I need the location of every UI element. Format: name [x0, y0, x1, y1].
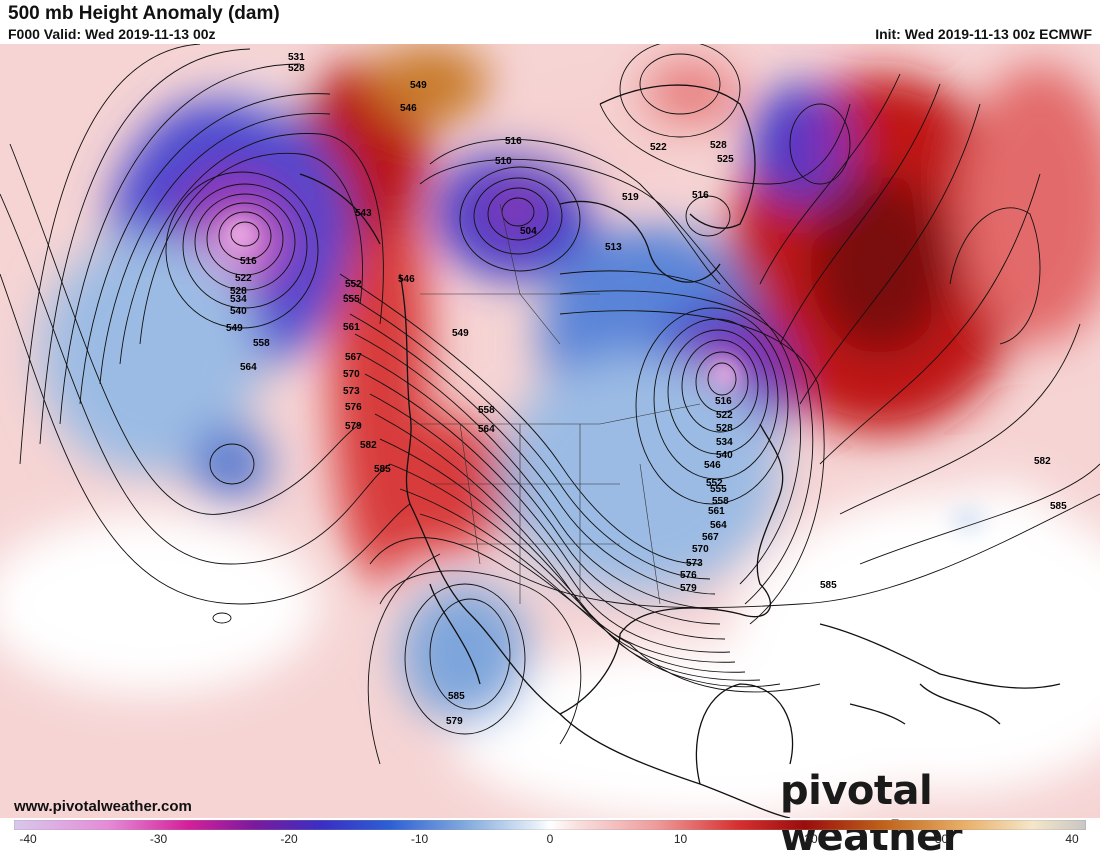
contour-label: 543: [355, 208, 372, 219]
colorbar-tick: -30: [149, 832, 168, 846]
contour-label: 522: [716, 410, 733, 421]
contour-label: 564: [240, 362, 257, 373]
contour-label: 555: [343, 294, 360, 305]
contour-label: 561: [708, 506, 725, 517]
borders: [410, 203, 701, 605]
contour-label: 513: [605, 242, 622, 253]
colorbar: [14, 820, 1086, 830]
site-url[interactable]: www.pivotalweather.com: [14, 798, 192, 815]
contour-label: 585: [374, 464, 391, 475]
contour-label: 540: [230, 306, 247, 317]
anomaly-map: 531 528 549 546 543 516 510 504 513 519 522 528 525 5…: [0, 44, 1100, 818]
contour-label: 549: [226, 323, 243, 334]
contour-label: 582: [1034, 456, 1051, 467]
contour-label: 528: [288, 63, 305, 74]
contour-label: 546: [400, 103, 417, 114]
colorbar-tick: -40: [19, 832, 37, 846]
contour-label: 519: [622, 192, 639, 203]
colorbar-tick: 0: [546, 832, 554, 846]
colorbar-tick: -10: [410, 832, 429, 846]
contour-label: 516: [240, 256, 257, 267]
contour-label: 570: [692, 544, 709, 555]
contour-label: 552: [345, 279, 362, 290]
contour-label: 570: [343, 369, 360, 380]
contour-label: 573: [343, 386, 360, 397]
contour-label: 531: [288, 52, 305, 63]
contour-label: 558: [478, 405, 495, 416]
contour-label: 579: [345, 421, 362, 432]
contour-label: 564: [478, 424, 495, 435]
contour-label: 579: [680, 583, 697, 594]
contour-label: 525: [717, 154, 734, 165]
contour-label: 585: [1050, 501, 1067, 512]
contour-label: 552: [706, 478, 723, 489]
colorbar-labels: -40 -30 -20 -10 0 10 20 30 40: [0, 832, 1100, 848]
contour-label: 561: [343, 322, 360, 333]
contour-label: 582: [360, 440, 377, 451]
colorbar-tick: -20: [280, 832, 298, 846]
contour-label: 522: [235, 273, 252, 284]
contour-label: 567: [702, 532, 719, 543]
contour-label: 567: [345, 352, 362, 363]
contour-label: 534: [716, 437, 733, 448]
height-contours: [0, 44, 1100, 765]
contour-label: 504: [520, 226, 537, 237]
colorbar-tick: 30: [934, 832, 949, 846]
contour-label: 516: [692, 190, 709, 201]
contour-label: 573: [686, 558, 703, 569]
colorbar-tick: 10: [673, 832, 688, 846]
contour-label: 549: [410, 80, 427, 91]
contour-label: 558: [712, 496, 729, 507]
contour-label: 528: [716, 423, 733, 434]
contour-label: 558: [253, 338, 270, 349]
colorbar-tick: 40: [1065, 832, 1079, 846]
contour-label: 576: [345, 402, 362, 413]
contour-label: 510: [495, 156, 512, 167]
contour-label: 516: [505, 136, 522, 147]
contour-label: 546: [398, 274, 415, 285]
contour-label: 555: [710, 484, 727, 495]
init-time: Init: Wed 2019-11-13 00z ECMWF: [875, 26, 1092, 42]
contour-label: 528: [710, 140, 727, 151]
contour-label: 585: [820, 580, 837, 591]
contour-label: 576: [680, 570, 697, 581]
contour-label: 540: [716, 450, 733, 461]
anomaly-field: [0, 44, 1100, 818]
contour-label: 528: [230, 286, 247, 297]
contour-label: 522: [650, 142, 667, 153]
contour-label: 585: [448, 691, 465, 702]
contour-label: 549: [452, 328, 469, 339]
map-title: 500 mb Height Anomaly (dam): [8, 3, 280, 24]
contour-label: 534: [230, 294, 247, 305]
contour-label: 516: [715, 396, 732, 407]
colorbar-tick: 20: [804, 832, 818, 846]
contour-label: 546: [704, 460, 721, 471]
contour-label: 579: [446, 716, 463, 727]
coastlines: [299, 84, 1061, 818]
valid-time: F000 Valid: Wed 2019-11-13 00z: [8, 26, 216, 42]
contour-label: 564: [710, 520, 727, 531]
